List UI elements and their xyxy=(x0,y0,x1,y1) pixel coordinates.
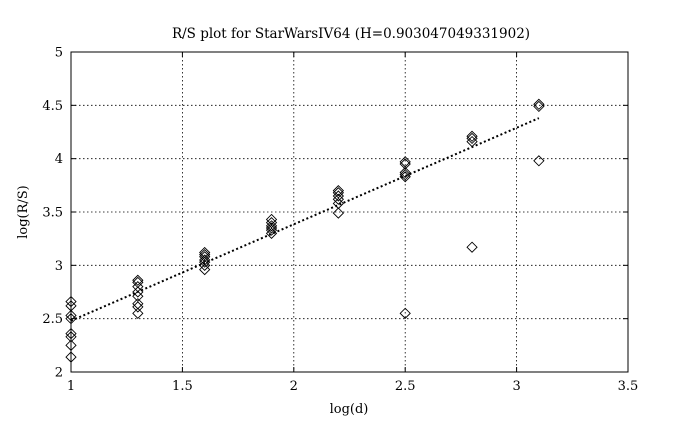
data-point-diamond xyxy=(65,309,77,322)
data-point-diamond xyxy=(132,301,144,313)
data-point-diamond xyxy=(65,300,77,312)
data-point-diamond xyxy=(533,100,545,113)
x-tick-label: 1 xyxy=(67,379,75,394)
data-point-diamond xyxy=(132,307,144,319)
data-point-diamond xyxy=(199,246,211,259)
fit-line xyxy=(70,117,540,322)
data-point-diamond xyxy=(132,276,144,289)
data-point-diamond xyxy=(466,132,478,145)
data-point-diamond xyxy=(132,298,144,310)
fit-line-series xyxy=(70,117,540,322)
data-point-diamond xyxy=(332,207,344,219)
data-point-diamond xyxy=(466,241,478,253)
data-point-diamond xyxy=(199,256,211,268)
y-tick-label: 5 xyxy=(55,46,63,61)
data-point-diamond xyxy=(65,327,77,340)
data-point-diamond xyxy=(332,197,344,210)
y-tick-label: 3.5 xyxy=(42,206,63,221)
data-point-diamond xyxy=(132,286,144,298)
data-point-diamond xyxy=(65,339,77,351)
data-point-diamond xyxy=(65,351,77,363)
y-axis-label: log(R/S) xyxy=(16,185,31,239)
data-point-diamond xyxy=(265,213,278,226)
data-point-diamond xyxy=(132,290,144,302)
data-points-series xyxy=(65,98,545,363)
y-tick-label: 4.5 xyxy=(42,99,63,114)
x-tick-label: 2.5 xyxy=(395,379,416,394)
tick-labels: 1 1.5 2 2.5 3 3.5 2 2.5 3 3.5 4 4.5 5 xyxy=(42,46,638,395)
y-tick-label: 2 xyxy=(55,366,63,381)
data-point-diamond xyxy=(199,251,211,263)
data-point-diamond xyxy=(533,98,545,110)
data-point-diamond xyxy=(399,307,411,319)
y-tick-label: 2.5 xyxy=(42,312,63,327)
axes xyxy=(70,51,629,373)
data-point-diamond xyxy=(332,187,344,199)
data-point-diamond xyxy=(533,155,545,167)
data-point-diamond xyxy=(399,166,411,179)
x-tick-label: 3.5 xyxy=(618,379,639,394)
grid-lines xyxy=(71,52,628,372)
data-point-diamond xyxy=(65,295,77,308)
x-tick-label: 2 xyxy=(290,379,298,394)
data-point-diamond xyxy=(466,130,478,142)
x-tick-label: 3 xyxy=(512,379,520,394)
x-tick-label: 1.5 xyxy=(172,379,193,394)
data-point-diamond xyxy=(332,185,344,197)
data-point-diamond xyxy=(399,171,411,183)
data-point-diamond xyxy=(399,169,411,181)
data-point-diamond xyxy=(399,158,411,170)
data-point-diamond xyxy=(199,263,211,276)
data-point-diamond xyxy=(265,224,278,236)
x-axis-label: log(d) xyxy=(330,402,369,417)
data-point-diamond xyxy=(399,156,411,168)
y-tick-label: 4 xyxy=(55,152,63,167)
data-point-diamond xyxy=(199,249,211,261)
data-point-diamond xyxy=(265,222,278,234)
chart-title: R/S plot for StarWarsIV64 (H=0.903047049… xyxy=(172,26,530,42)
y-tick-label: 3 xyxy=(55,259,63,274)
data-point-diamond xyxy=(132,274,144,286)
data-point-diamond xyxy=(132,281,144,293)
